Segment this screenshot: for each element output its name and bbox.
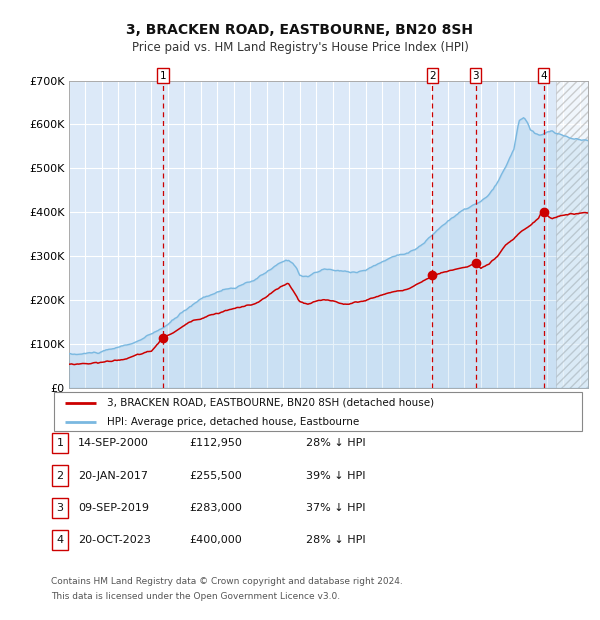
Text: 20-OCT-2023: 20-OCT-2023	[78, 535, 151, 545]
Text: 28% ↓ HPI: 28% ↓ HPI	[306, 535, 365, 545]
Text: 2: 2	[429, 71, 436, 81]
Text: 3: 3	[56, 503, 64, 513]
Text: 1: 1	[56, 438, 64, 448]
Text: This data is licensed under the Open Government Licence v3.0.: This data is licensed under the Open Gov…	[51, 592, 340, 601]
Text: £255,500: £255,500	[189, 471, 242, 480]
Text: Contains HM Land Registry data © Crown copyright and database right 2024.: Contains HM Land Registry data © Crown c…	[51, 577, 403, 586]
Text: 14-SEP-2000: 14-SEP-2000	[78, 438, 149, 448]
Text: HPI: Average price, detached house, Eastbourne: HPI: Average price, detached house, East…	[107, 417, 359, 427]
Text: 3, BRACKEN ROAD, EASTBOURNE, BN20 8SH (detached house): 3, BRACKEN ROAD, EASTBOURNE, BN20 8SH (d…	[107, 398, 434, 408]
Text: £283,000: £283,000	[189, 503, 242, 513]
Bar	[556, 81, 588, 388]
Text: 3: 3	[472, 71, 479, 81]
Text: 28% ↓ HPI: 28% ↓ HPI	[306, 438, 365, 448]
Text: 37% ↓ HPI: 37% ↓ HPI	[306, 503, 365, 513]
Text: 2: 2	[56, 471, 64, 480]
Text: £400,000: £400,000	[189, 535, 242, 545]
Text: 39% ↓ HPI: 39% ↓ HPI	[306, 471, 365, 480]
Text: 1: 1	[160, 71, 166, 81]
Text: 3, BRACKEN ROAD, EASTBOURNE, BN20 8SH: 3, BRACKEN ROAD, EASTBOURNE, BN20 8SH	[127, 23, 473, 37]
Text: Price paid vs. HM Land Registry's House Price Index (HPI): Price paid vs. HM Land Registry's House …	[131, 41, 469, 53]
Text: 4: 4	[56, 535, 64, 545]
Text: 09-SEP-2019: 09-SEP-2019	[78, 503, 149, 513]
Text: 4: 4	[540, 71, 547, 81]
Text: 20-JAN-2017: 20-JAN-2017	[78, 471, 148, 480]
Text: £112,950: £112,950	[189, 438, 242, 448]
